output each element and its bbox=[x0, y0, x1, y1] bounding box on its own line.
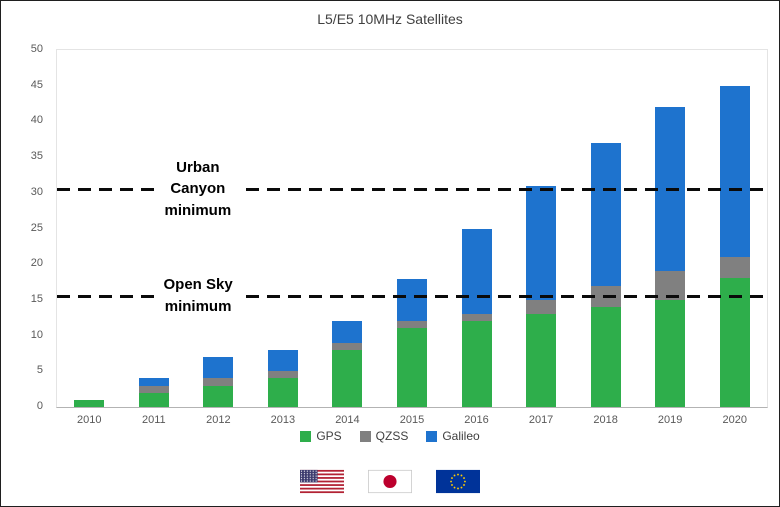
bar-segment-galileo bbox=[332, 321, 363, 343]
x-tick-label: 2020 bbox=[722, 414, 747, 426]
chart-title: L5/E5 10MHz Satellites bbox=[317, 11, 463, 27]
threshold-label-0: Urban Canyon minimum bbox=[154, 155, 242, 223]
bar-segment-qzss bbox=[267, 371, 298, 379]
x-tick-label: 2015 bbox=[399, 414, 425, 426]
x-tick-label: 2010 bbox=[77, 414, 102, 426]
bar-segment-galileo bbox=[138, 378, 169, 386]
bar-segment-gps bbox=[74, 399, 105, 407]
threshold-label-1: Open Sky minimum bbox=[153, 273, 243, 319]
bar-segment-galileo bbox=[526, 185, 557, 300]
legend-item-qzss: QZSS bbox=[359, 429, 409, 443]
legend-label-gps: GPS bbox=[316, 429, 342, 443]
x-tick-label: 2011 bbox=[141, 414, 166, 426]
bar-segment-qzss bbox=[138, 385, 169, 393]
y-tick-label: 45 bbox=[30, 78, 43, 91]
legend-item-gps: GPS bbox=[300, 429, 342, 443]
bar-segment-galileo bbox=[397, 278, 427, 322]
bar-segment-gps bbox=[719, 278, 750, 407]
bar-segment-galileo bbox=[719, 85, 750, 258]
threshold-line-0 bbox=[57, 187, 767, 191]
bar-segment-gps bbox=[138, 392, 169, 407]
eu-flag-icon bbox=[436, 469, 480, 494]
y-axis: 0 5 10 15 20 25 30 35 40 45 50 bbox=[1, 43, 51, 412]
gps-swatch-icon bbox=[300, 430, 312, 442]
bar-segment-gps bbox=[461, 321, 492, 407]
y-tick-label: 25 bbox=[30, 221, 43, 234]
threshold-line-1 bbox=[57, 294, 767, 298]
bar-segment-qzss bbox=[397, 321, 427, 329]
plot-area: 2010 2011 2012 2013 2014 2015 2016 2017 2018 2019… bbox=[56, 49, 768, 426]
x-tick-label: 2018 bbox=[593, 414, 618, 426]
bar-segment-gps bbox=[655, 299, 686, 407]
flags-row bbox=[1, 467, 779, 496]
galileo-swatch-icon bbox=[426, 430, 438, 442]
bar-segment-gps bbox=[526, 314, 557, 407]
bar-segment-gps bbox=[590, 307, 621, 407]
y-tick-label: 15 bbox=[30, 292, 43, 305]
y-tick-label: 40 bbox=[30, 114, 43, 127]
y-tick-label: 20 bbox=[30, 257, 43, 270]
legend-label-qzss: QZSS bbox=[375, 429, 409, 443]
bar-segment-gps bbox=[332, 349, 363, 407]
x-tick-label: 2017 bbox=[528, 414, 554, 426]
qzss-swatch-icon bbox=[359, 430, 371, 442]
bar-segment-qzss bbox=[203, 378, 234, 386]
y-tick-label: 35 bbox=[30, 150, 43, 163]
japan-flag-icon bbox=[368, 469, 412, 494]
bar-segment-gps bbox=[267, 378, 298, 407]
y-tick-label: 10 bbox=[30, 328, 43, 341]
bar-segment-qzss bbox=[526, 299, 557, 315]
x-tick-label: 2014 bbox=[335, 414, 360, 426]
x-tick-label: 2013 bbox=[270, 414, 296, 426]
bar-segment-qzss bbox=[332, 342, 363, 350]
y-tick-label: 30 bbox=[30, 185, 43, 198]
x-tick-label: 2012 bbox=[206, 414, 231, 426]
x-tick-label: 2019 bbox=[657, 414, 683, 426]
bar-segment-galileo bbox=[203, 357, 234, 379]
legend: GPS QZSS Galileo bbox=[1, 429, 779, 443]
bar-segment-qzss bbox=[719, 257, 750, 279]
y-tick-label: 5 bbox=[36, 364, 43, 377]
legend-label-galileo: Galileo bbox=[442, 429, 480, 443]
y-tick-label: 50 bbox=[30, 43, 43, 55]
bar-segment-galileo bbox=[590, 142, 621, 286]
bar-segment-gps bbox=[397, 328, 427, 407]
us-flag-icon bbox=[300, 469, 344, 494]
y-tick-label: 0 bbox=[36, 400, 43, 412]
legend-item-galileo: Galileo bbox=[426, 429, 480, 443]
bar-segment-gps bbox=[203, 385, 234, 407]
bar-segment-galileo bbox=[267, 349, 298, 372]
bar-segment-galileo bbox=[461, 228, 492, 315]
x-tick-label: 2016 bbox=[464, 414, 489, 426]
bar-segment-qzss bbox=[461, 314, 492, 322]
